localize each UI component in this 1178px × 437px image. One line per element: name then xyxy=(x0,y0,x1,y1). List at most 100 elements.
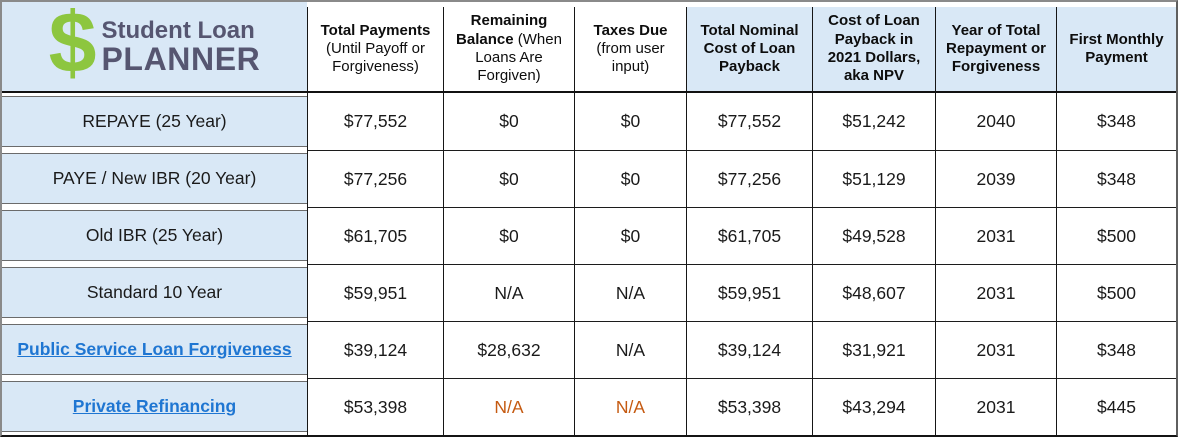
cell-value: $53,398 xyxy=(717,396,782,417)
value-cell-private-refinancing-col7: $445 xyxy=(1056,378,1176,435)
value-cell-standard-10-year-col5: $48,607 xyxy=(812,264,935,321)
row-label-cell-old-ibr-25-year: Old IBR (25 Year) xyxy=(2,207,307,264)
value-cell-paye-new-ibr-20-year-col4: $77,256 xyxy=(686,150,812,207)
cell-value: $0 xyxy=(499,111,519,131)
value-cell-repaye-25-year-col2: $0 xyxy=(443,93,574,150)
value-cell-standard-10-year-col7: $500 xyxy=(1056,264,1176,321)
value-cell-old-ibr-25-year-col2: $0 xyxy=(443,207,574,264)
cell-value: $348 xyxy=(1097,339,1136,360)
value-cell-paye-new-ibr-20-year-col7: $348 xyxy=(1056,150,1176,207)
row-link-private-refinancing[interactable]: Private Refinancing xyxy=(72,396,237,416)
value-cell-old-ibr-25-year-col1: $61,705 xyxy=(307,207,443,264)
cell-value: N/A xyxy=(615,396,646,417)
cell-value: $0 xyxy=(620,168,641,189)
value-cell-old-ibr-25-year-col4: $61,705 xyxy=(686,207,812,264)
cell-value: $51,129 xyxy=(842,168,906,189)
cell-value: N/A xyxy=(494,282,524,303)
cell-value: 2039 xyxy=(976,168,1016,189)
column-header-cost-of-loan-payback-in-2021-dollars-aka-npv: Cost of Loan Payback in 2021 Dollars, ak… xyxy=(812,2,935,93)
value-cell-repaye-25-year-col4: $77,552 xyxy=(686,93,812,150)
column-header-text: Total Nominal Cost of Loan Payback xyxy=(686,7,812,91)
value-cell-private-refinancing-col4: $53,398 xyxy=(686,378,812,435)
row-label-cell-paye-new-ibr-20-year: PAYE / New IBR (20 Year) xyxy=(2,150,307,207)
row-label-cell-repaye-25-year: REPAYE (25 Year) xyxy=(2,93,307,150)
value-cell-paye-new-ibr-20-year-col6: 2039 xyxy=(935,150,1056,207)
cell-value: N/A xyxy=(615,339,646,360)
column-header-text: Taxes Due (from user input) xyxy=(574,7,686,91)
value-cell-public-service-loan-forgiveness-col7: $348 xyxy=(1056,321,1176,378)
cell-value: 2040 xyxy=(976,111,1016,131)
cell-value: $500 xyxy=(1097,282,1136,303)
cell-value: $0 xyxy=(620,111,641,131)
cell-value: $61,705 xyxy=(343,225,408,246)
row-label: REPAYE (25 Year) xyxy=(82,111,227,131)
cell-value: $49,528 xyxy=(842,225,906,246)
cell-value: $51,242 xyxy=(842,111,906,131)
column-header-text: First Monthly Payment xyxy=(1056,7,1176,91)
column-header-total-payments: Total Payments (Until Payoff or Forgiven… xyxy=(307,2,443,93)
value-cell-public-service-loan-forgiveness-col2: $28,632 xyxy=(443,321,574,378)
cell-value: $28,632 xyxy=(477,339,541,360)
row-label-fill: Standard 10 Year xyxy=(2,267,307,318)
value-cell-public-service-loan-forgiveness-col5: $31,921 xyxy=(812,321,935,378)
value-cell-paye-new-ibr-20-year-col2: $0 xyxy=(443,150,574,207)
cell-value: $445 xyxy=(1097,396,1136,417)
cell-value: $0 xyxy=(620,225,641,246)
value-cell-paye-new-ibr-20-year-col3: $0 xyxy=(574,150,686,207)
cell-value: $348 xyxy=(1097,111,1136,131)
cell-value: $53,398 xyxy=(343,396,408,417)
column-header-text: Year of Total Repayment or Forgiveness xyxy=(935,7,1056,91)
value-cell-old-ibr-25-year-col6: 2031 xyxy=(935,207,1056,264)
row-label-fill: Private Refinancing xyxy=(2,381,307,432)
cell-value: $77,256 xyxy=(717,168,782,189)
cell-value: 2031 xyxy=(976,282,1016,303)
cell-value: $43,294 xyxy=(842,396,906,417)
cell-value: $348 xyxy=(1097,168,1136,189)
row-label: PAYE / New IBR (20 Year) xyxy=(52,168,257,188)
value-cell-private-refinancing-col6: 2031 xyxy=(935,378,1056,435)
value-cell-paye-new-ibr-20-year-col5: $51,129 xyxy=(812,150,935,207)
cell-value: 2031 xyxy=(976,396,1016,417)
cell-value: $31,921 xyxy=(842,339,906,360)
value-cell-public-service-loan-forgiveness-col1: $39,124 xyxy=(307,321,443,378)
column-header-text: Remaining Balance (When Loans Are Forgiv… xyxy=(443,7,574,91)
row-label-fill: REPAYE (25 Year) xyxy=(2,96,307,147)
logo-line1: Student Loan xyxy=(101,16,255,44)
cell-value: 2031 xyxy=(976,225,1016,246)
cell-value: 2031 xyxy=(976,339,1016,360)
cell-value: $59,951 xyxy=(343,282,408,303)
row-label-fill: Public Service Loan Forgiveness xyxy=(2,324,307,375)
column-header-first-monthly-payment: First Monthly Payment xyxy=(1056,2,1176,93)
logo-line2: PLANNER xyxy=(101,41,261,78)
column-header-taxes-due: Taxes Due (from user input) xyxy=(574,2,686,93)
cell-value: $48,607 xyxy=(842,282,906,303)
value-cell-paye-new-ibr-20-year-col1: $77,256 xyxy=(307,150,443,207)
value-cell-private-refinancing-col3: N/A xyxy=(574,378,686,435)
logo-wordmark: Student Loan PLANNER xyxy=(101,16,261,78)
row-label-fill: PAYE / New IBR (20 Year) xyxy=(2,153,307,204)
row-label-cell-standard-10-year: Standard 10 Year xyxy=(2,264,307,321)
value-cell-standard-10-year-col3: N/A xyxy=(574,264,686,321)
cell-value: N/A xyxy=(494,396,524,417)
row-label-cell-private-refinancing: Private Refinancing xyxy=(2,378,307,435)
value-cell-private-refinancing-col5: $43,294 xyxy=(812,378,935,435)
value-cell-private-refinancing-col1: $53,398 xyxy=(307,378,443,435)
cell-value: $77,552 xyxy=(717,111,782,131)
column-header-text: Total Payments (Until Payoff or Forgiven… xyxy=(307,7,443,91)
cell-value: $0 xyxy=(499,168,519,189)
row-label-fill: Old IBR (25 Year) xyxy=(2,210,307,261)
column-header-text: Cost of Loan Payback in 2021 Dollars, ak… xyxy=(812,7,935,91)
row-label-cell-public-service-loan-forgiveness: Public Service Loan Forgiveness xyxy=(2,321,307,378)
value-cell-repaye-25-year-col6: 2040 xyxy=(935,93,1056,150)
dollar-sign-icon: $ xyxy=(48,2,97,92)
cell-value: N/A xyxy=(615,282,646,303)
row-label: Standard 10 Year xyxy=(86,282,223,302)
value-cell-repaye-25-year-col7: $348 xyxy=(1056,93,1176,150)
value-cell-standard-10-year-col4: $59,951 xyxy=(686,264,812,321)
cell-value: $39,124 xyxy=(717,339,782,360)
value-cell-private-refinancing-col2: N/A xyxy=(443,378,574,435)
row-link-public-service-loan-forgiveness[interactable]: Public Service Loan Forgiveness xyxy=(17,339,292,359)
cell-value: $59,951 xyxy=(717,282,782,303)
